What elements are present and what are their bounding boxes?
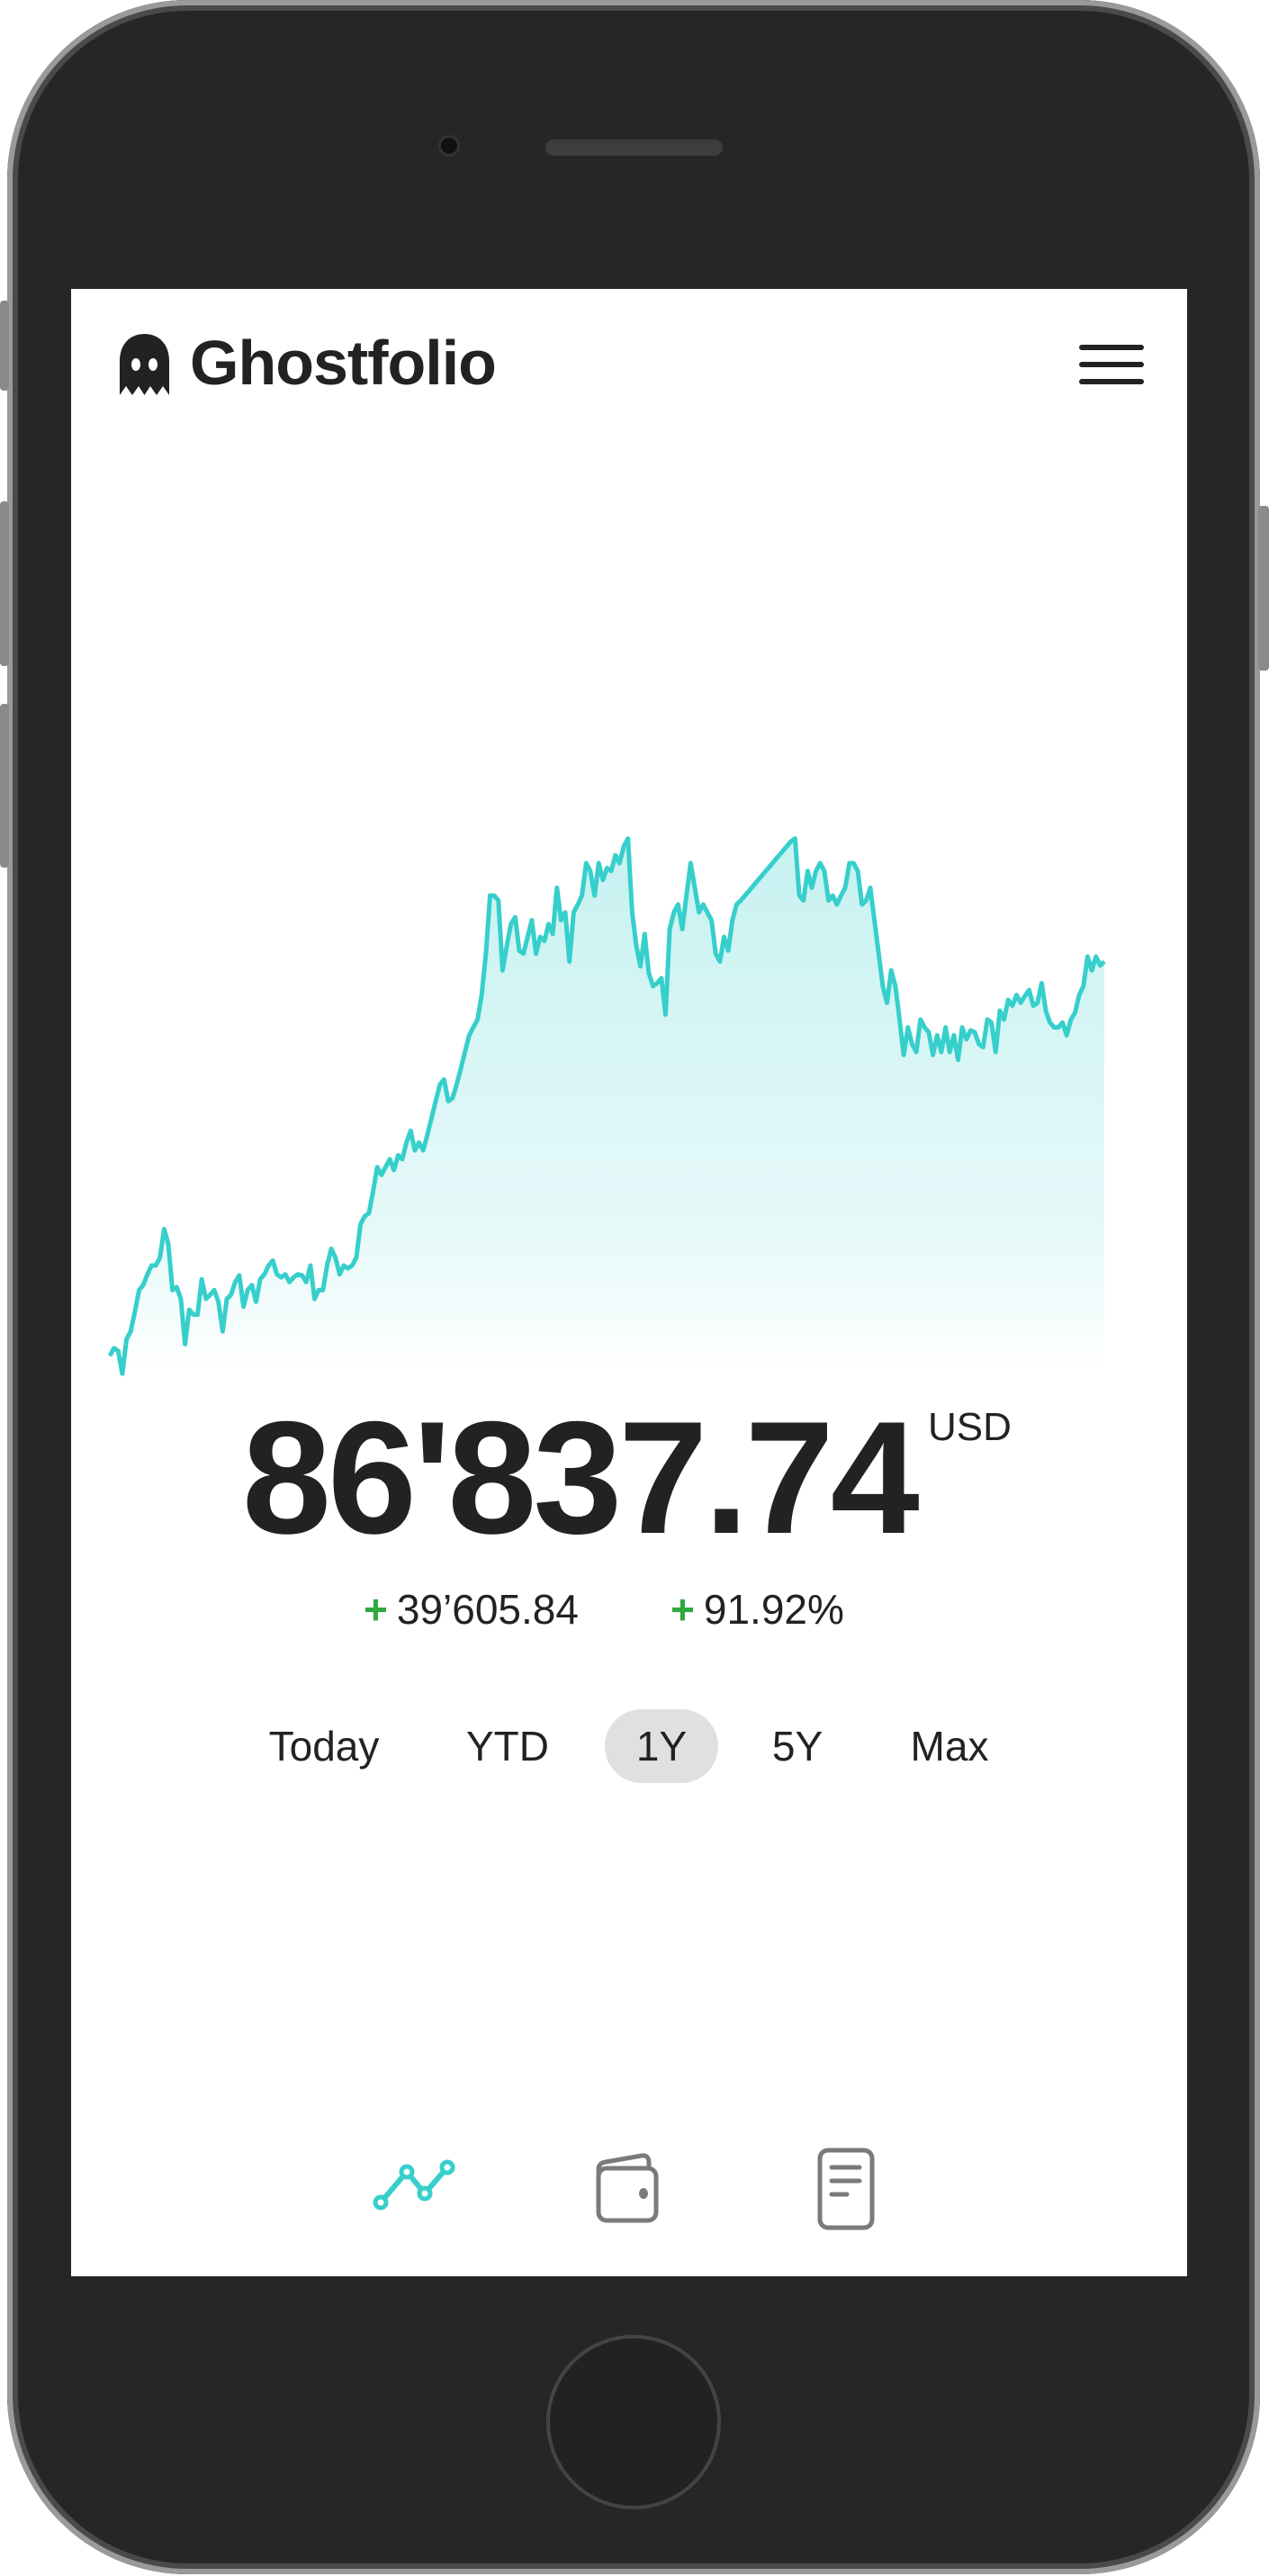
period-1y[interactable]: 1Y xyxy=(605,1709,718,1783)
mute-switch xyxy=(0,301,9,391)
period-ytd[interactable]: YTD xyxy=(466,1723,549,1770)
volume-down-button xyxy=(0,704,9,868)
app-screen: Ghostfolio 86'837.74 USD +39’605.84 +91.… xyxy=(71,289,1187,2276)
period-today[interactable]: Today xyxy=(268,1723,380,1770)
plus-sign: + xyxy=(670,1586,695,1633)
volume-up-button xyxy=(0,501,9,666)
hamburger-menu-icon[interactable] xyxy=(1079,345,1144,384)
portfolio-value: 86'837.74 xyxy=(242,1388,920,1567)
percent-change: +91.92% xyxy=(670,1585,844,1634)
app-title: Ghostfolio xyxy=(190,328,497,398)
performance-chart xyxy=(107,836,1106,1376)
line-chart-icon[interactable] xyxy=(368,2143,458,2233)
period-selector: Today YTD 1Y 5Y Max xyxy=(71,1709,1187,1783)
period-5y[interactable]: 5Y xyxy=(771,1723,824,1770)
chart-line xyxy=(107,836,1106,1376)
plus-sign: + xyxy=(364,1586,388,1633)
document-icon[interactable] xyxy=(800,2143,890,2233)
home-button xyxy=(546,2335,721,2509)
front-camera xyxy=(441,138,457,154)
period-max[interactable]: Max xyxy=(910,1723,989,1770)
wallet-icon[interactable] xyxy=(584,2143,674,2233)
absolute-change: +39’605.84 xyxy=(364,1585,579,1634)
earpiece-speaker xyxy=(545,140,723,156)
chart-area-fill xyxy=(110,838,1104,1374)
percent-change-value: 91.92% xyxy=(703,1586,844,1633)
currency-label: USD xyxy=(928,1405,1012,1449)
ghost-icon xyxy=(120,334,169,395)
power-button xyxy=(1258,506,1269,671)
absolute-change-value: 39’605.84 xyxy=(396,1586,579,1633)
